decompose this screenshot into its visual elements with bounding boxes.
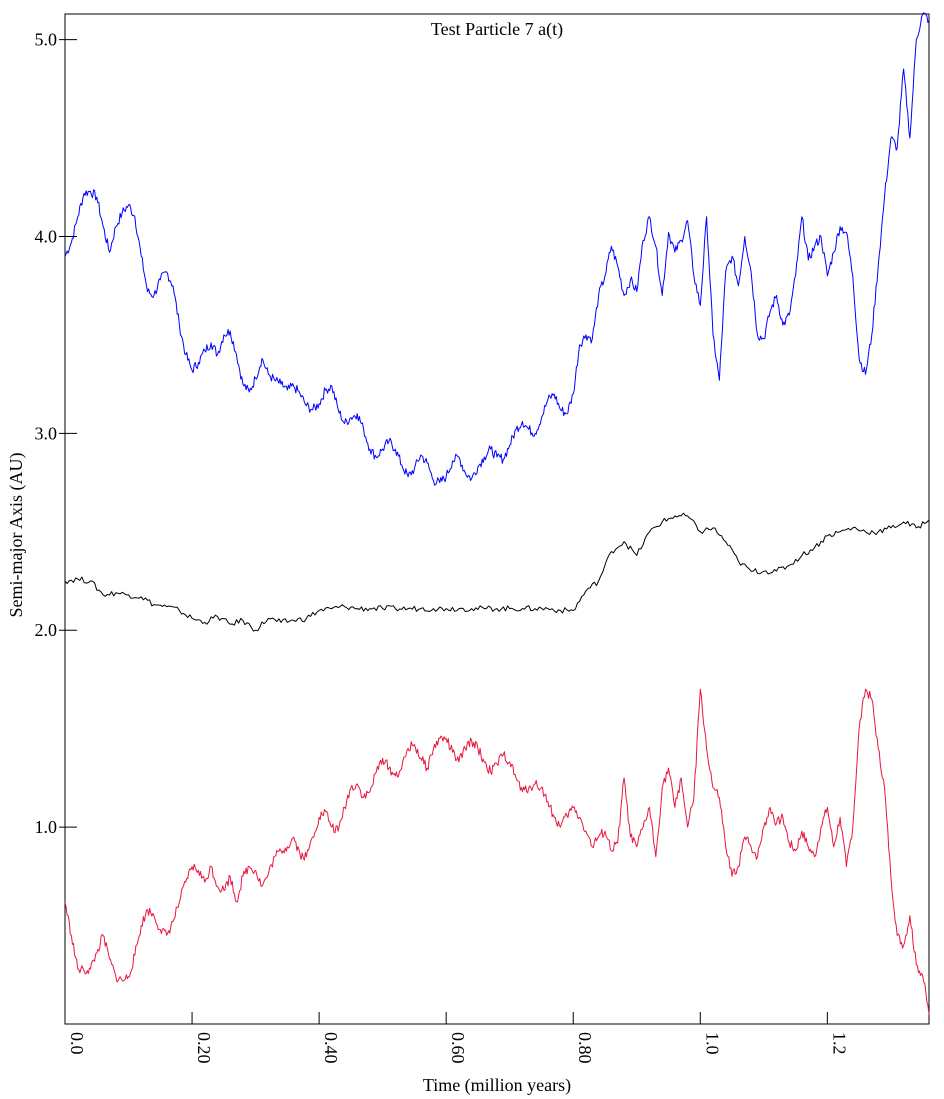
series-line-3 bbox=[64, 688, 930, 1015]
y-tick-label: 5.0 bbox=[35, 30, 58, 50]
y-tick-label: 1.0 bbox=[35, 817, 58, 837]
y-axis-ticks: 1.0 2.0 3.0 4.0 5.0 bbox=[35, 30, 77, 837]
y-tick-label: 3.0 bbox=[35, 423, 58, 443]
x-tick-label: 0.20 bbox=[194, 1032, 214, 1064]
x-tick-label: 0.60 bbox=[448, 1032, 468, 1064]
y-tick-label: 2.0 bbox=[35, 620, 58, 640]
x-tick-label: 0.0 bbox=[67, 1032, 87, 1055]
x-axis-label: Time (million years) bbox=[423, 1075, 571, 1096]
y-axis-label: Semi-major Axis (AU) bbox=[6, 453, 27, 618]
x-tick-label: 0.40 bbox=[321, 1032, 341, 1064]
series-line-1 bbox=[64, 12, 930, 486]
series-line-2 bbox=[64, 512, 930, 632]
x-tick-label: 0.80 bbox=[575, 1032, 595, 1064]
y-tick-label: 4.0 bbox=[35, 226, 58, 246]
plot-frame bbox=[64, 13, 930, 1025]
series-layer bbox=[64, 12, 930, 1015]
x-axis-ticks: 0.0 0.20 0.40 0.60 0.80 1.0 1.2 bbox=[64, 1012, 849, 1064]
chart-title: Test Particle 7 a(t) bbox=[431, 19, 563, 40]
x-tick-label: 1.2 bbox=[829, 1032, 849, 1055]
x-tick-label: 1.0 bbox=[702, 1032, 722, 1055]
